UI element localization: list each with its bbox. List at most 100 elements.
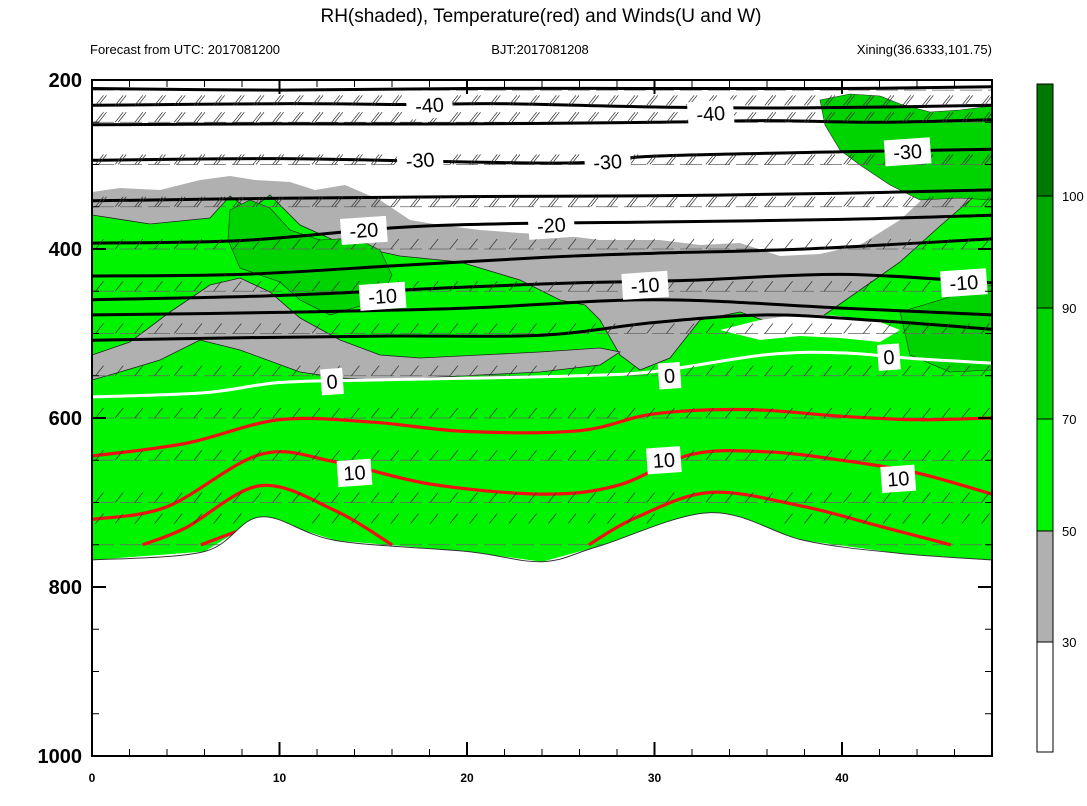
wind-barb bbox=[488, 196, 498, 207]
wind-barb bbox=[646, 407, 656, 419]
wind-barb bbox=[449, 281, 459, 292]
wind-barb bbox=[292, 95, 301, 106]
wind-barb bbox=[669, 95, 678, 106]
temperature-contour bbox=[92, 298, 992, 317]
wind-barb bbox=[528, 450, 537, 461]
wind-barb bbox=[449, 196, 459, 207]
wind-barb bbox=[216, 95, 225, 106]
temperature-contour bbox=[92, 350, 992, 399]
wind-barb bbox=[528, 95, 537, 106]
wind-barb bbox=[922, 365, 931, 376]
wind-barb bbox=[823, 365, 833, 376]
wind-barb bbox=[981, 365, 990, 376]
wind-barb bbox=[114, 281, 124, 292]
wind-barb bbox=[114, 95, 124, 106]
wind-barb bbox=[728, 196, 737, 207]
wind-barb bbox=[725, 407, 734, 419]
wind-barb bbox=[272, 95, 281, 106]
wind-barb bbox=[432, 196, 442, 207]
wind-barb bbox=[410, 513, 419, 524]
wind-barb bbox=[173, 407, 183, 419]
wind-barb bbox=[331, 238, 341, 250]
wind-barb bbox=[981, 492, 990, 503]
wind-barb bbox=[370, 513, 380, 524]
wind-barb bbox=[508, 323, 518, 334]
wind-barb bbox=[784, 238, 793, 250]
wind-barb bbox=[173, 365, 183, 376]
contour-label-box bbox=[646, 446, 682, 475]
wind-barb bbox=[784, 365, 793, 376]
wind-barb bbox=[902, 407, 911, 419]
wind-barb bbox=[863, 112, 872, 123]
contour-label: -10 bbox=[630, 274, 660, 298]
wind-barb bbox=[548, 196, 557, 207]
wind-barb bbox=[173, 492, 183, 503]
location-label: Xining(36.6333,101.75) bbox=[857, 42, 992, 57]
wind-barb bbox=[744, 492, 754, 503]
wind-barb bbox=[784, 281, 793, 292]
wind-barb bbox=[213, 238, 222, 250]
wind-barb bbox=[649, 196, 659, 207]
wind-barb bbox=[705, 238, 715, 250]
wind-barb bbox=[193, 492, 203, 503]
wind-barb bbox=[885, 112, 895, 123]
wind-barb bbox=[688, 196, 698, 207]
wind-barb bbox=[806, 196, 816, 207]
wind-barb bbox=[905, 95, 914, 106]
wind-barb bbox=[863, 238, 872, 250]
wind-barb bbox=[351, 365, 360, 376]
wind-barb bbox=[114, 196, 124, 207]
wind-barb bbox=[744, 450, 754, 461]
wind-barb bbox=[843, 238, 852, 250]
wind-barb bbox=[117, 95, 127, 106]
wind-barb bbox=[685, 281, 695, 292]
wind-barb bbox=[587, 281, 596, 292]
wind-barb bbox=[154, 492, 163, 503]
wind-barb bbox=[669, 196, 678, 207]
wind-barb bbox=[469, 112, 478, 123]
wind-barb bbox=[764, 112, 774, 123]
wind-barb bbox=[607, 238, 616, 250]
wind-barb bbox=[311, 323, 321, 334]
wind-barb bbox=[981, 112, 990, 123]
wind-barb bbox=[488, 112, 498, 123]
wind-barb bbox=[469, 281, 478, 292]
wind-barb bbox=[154, 196, 163, 207]
wind-barb bbox=[925, 95, 934, 106]
wind-barb bbox=[370, 154, 380, 165]
below-ground-area bbox=[92, 512, 992, 756]
wind-barb bbox=[803, 513, 813, 524]
wind-barb bbox=[767, 196, 777, 207]
wind-barb bbox=[961, 407, 971, 419]
wind-barb bbox=[213, 513, 222, 524]
wind-barb bbox=[548, 323, 557, 334]
wind-barb bbox=[429, 196, 439, 207]
wind-barb bbox=[95, 407, 104, 419]
wind-barb bbox=[196, 95, 206, 106]
wind-barb bbox=[590, 112, 599, 123]
wind-barb bbox=[531, 154, 540, 165]
wind-barb bbox=[193, 112, 203, 123]
wind-barb bbox=[311, 365, 321, 376]
temperature-contour-labels: -40 -40 -30 -30 -30 -20 -20 -10 -10 -10 0 0 0 10 10 10 bbox=[320, 90, 988, 493]
y-tick-label: 1000 bbox=[38, 746, 83, 768]
contour-label-box bbox=[358, 281, 407, 311]
wind-barb bbox=[216, 112, 225, 123]
wind-barb bbox=[866, 196, 875, 207]
wind-barb bbox=[685, 365, 695, 376]
wind-barb bbox=[193, 154, 203, 165]
wind-barb bbox=[784, 112, 793, 123]
contour-label: -30 bbox=[893, 141, 923, 165]
wind-barb bbox=[885, 95, 895, 106]
wind-barb bbox=[764, 365, 774, 376]
temperature-contour bbox=[92, 237, 992, 278]
wind-barb bbox=[567, 112, 577, 123]
wind-barb bbox=[255, 196, 265, 207]
wind-barb bbox=[629, 95, 639, 106]
wind-barb bbox=[213, 112, 222, 123]
wind-barb bbox=[626, 95, 636, 106]
wind-barb bbox=[803, 95, 813, 106]
wind-barb bbox=[863, 323, 872, 334]
wind-barb bbox=[370, 407, 380, 419]
wind-barb bbox=[803, 450, 813, 461]
